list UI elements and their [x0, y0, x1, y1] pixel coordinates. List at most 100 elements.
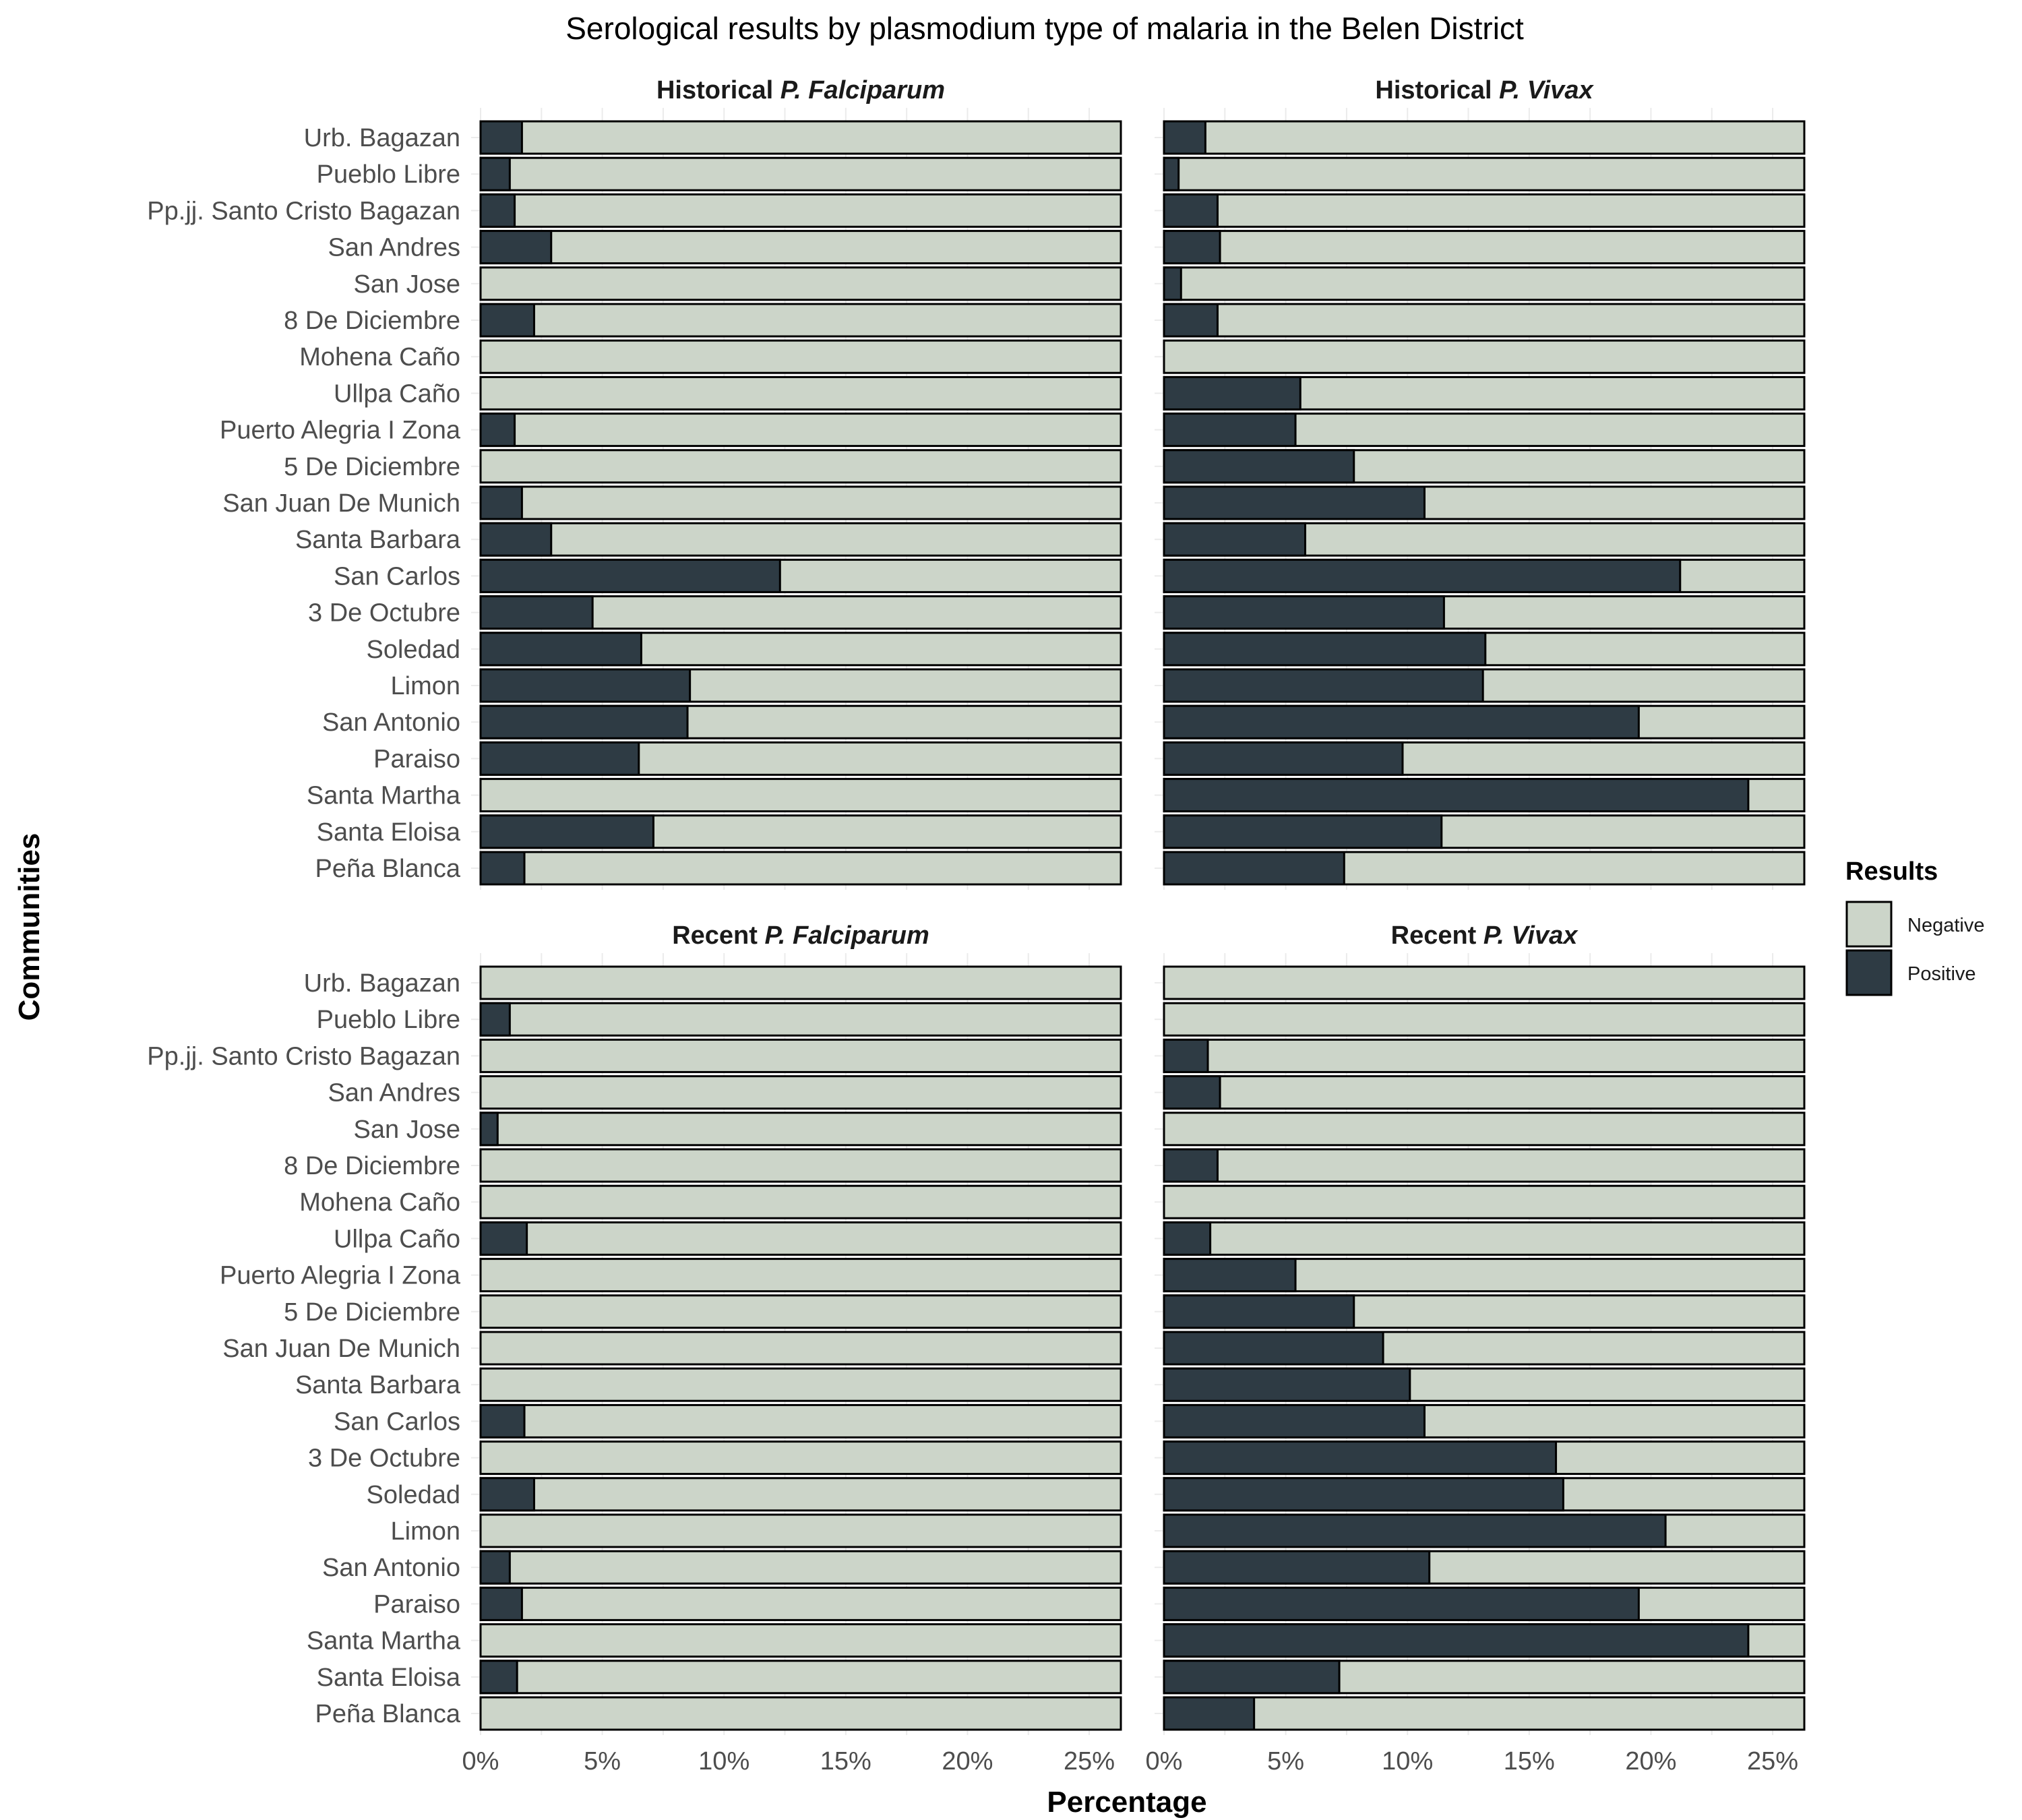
bar-negative: [479, 485, 1122, 520]
y-tick-label: Peña Blanca: [315, 1700, 461, 1728]
bar-positive: [1163, 632, 1487, 667]
bar-positive: [1163, 120, 1206, 155]
panel-title-species: P. Falciparum: [780, 76, 945, 104]
bar-negative: [1163, 1184, 1806, 1219]
panel-0: Historical P. Falciparum Urb. Bagazan Pueb…: [147, 76, 1122, 890]
legend-swatch-negative: [1845, 901, 1893, 948]
bar-positive: [479, 522, 553, 557]
bar-positive: [479, 814, 654, 849]
y-tick-label: Puerto Alegria I Zona: [220, 417, 461, 445]
panel-title: Historical P. Falciparum: [656, 76, 945, 104]
bar-positive: [479, 1403, 526, 1438]
x-tick-label: 25%: [1747, 1747, 1798, 1776]
bar-negative: [479, 965, 1122, 1000]
bar-positive: [479, 1550, 511, 1585]
panel-title-species: P. Vivax: [1499, 76, 1594, 104]
y-tick-label: Limon: [391, 672, 461, 700]
bar-positive: [1163, 1367, 1411, 1402]
y-tick-label: Ullpa Caño: [334, 380, 460, 408]
panel-title-prefix: Historical: [656, 76, 780, 104]
bar-negative: [479, 193, 1122, 228]
facet-panels: Historical P. Falciparum Urb. Bagazan Pueb…: [147, 76, 1806, 1776]
bar-positive: [479, 413, 516, 448]
y-tick-label: Puerto Alegria I Zona: [220, 1262, 461, 1290]
x-tick-label: 5%: [1267, 1747, 1304, 1776]
bar-positive: [479, 558, 781, 593]
y-tick-label: San Antonio: [322, 708, 460, 737]
bar-negative: [1163, 303, 1806, 338]
bar-negative: [479, 339, 1122, 374]
bar-positive: [1163, 1513, 1667, 1548]
bar-negative: [1163, 120, 1806, 155]
y-tick-label: Santa Eloisa: [317, 1664, 461, 1692]
y-tick-label: San Juan De Munich: [222, 489, 460, 518]
bar-negative: [479, 375, 1122, 411]
bar-positive: [479, 668, 692, 703]
legend-title: Results: [1845, 857, 1938, 886]
y-tick-label: Soledad: [367, 636, 460, 664]
y-tick-label: Santa Eloisa: [317, 818, 461, 847]
y-tick-label: Santa Barbara: [295, 1371, 461, 1399]
bar-positive: [1163, 230, 1221, 265]
y-tick-label: San Carlos: [334, 1407, 460, 1436]
bar-positive: [1163, 1075, 1221, 1110]
y-tick-label: 3 De Octubre: [308, 1445, 460, 1473]
bar-negative: [1163, 156, 1806, 191]
bar-positive: [1163, 1660, 1341, 1695]
bar-negative: [479, 1367, 1122, 1402]
y-tick-label: Pp.jj. Santo Cristo Bagazan: [147, 1042, 460, 1070]
bar-positive: [479, 1112, 499, 1147]
y-tick-label: 8 De Diciembre: [284, 1152, 460, 1180]
bar-positive: [1163, 303, 1219, 338]
y-tick-label: San Antonio: [322, 1554, 460, 1582]
y-tick-label: Paraiso: [373, 1590, 460, 1618]
bar-negative: [479, 120, 1122, 155]
x-tick-label: 20%: [1625, 1747, 1676, 1776]
bar-positive: [479, 120, 523, 155]
y-tick-label: Soledad: [367, 1481, 460, 1509]
chart-title: Serological results by plasmodium type o…: [565, 11, 1524, 46]
bar-positive: [1163, 1038, 1209, 1073]
bar-negative: [479, 1258, 1122, 1293]
bar-negative: [479, 1477, 1122, 1512]
x-tick-label: 5%: [584, 1747, 621, 1776]
y-tick-label: Ullpa Caño: [334, 1225, 460, 1253]
panel-title-prefix: Historical: [1375, 76, 1499, 104]
bar-positive: [1163, 193, 1219, 228]
bar-positive: [1163, 449, 1355, 484]
bar-negative: [479, 1002, 1122, 1037]
y-tick-label: 8 De Diciembre: [284, 307, 460, 335]
y-axis-title: Communities: [13, 833, 46, 1021]
bar-positive: [479, 1660, 518, 1695]
y-tick-label: 5 De Diciembre: [284, 1298, 460, 1327]
panel-title: Historical P. Vivax: [1375, 76, 1594, 104]
bar-positive: [479, 1586, 523, 1621]
y-tick-label: Mohena Caño: [299, 1188, 460, 1217]
bar-positive: [479, 156, 511, 191]
bar-negative: [479, 1038, 1122, 1073]
y-tick-label: San Carlos: [334, 562, 460, 590]
bar-positive: [1163, 1550, 1431, 1585]
y-tick-label: Pueblo Libre: [317, 1006, 460, 1034]
legend-label-positive: Positive: [1907, 963, 1976, 985]
bar-negative: [1163, 1112, 1806, 1147]
bar-negative: [479, 1550, 1122, 1585]
bar-negative: [1163, 1148, 1806, 1183]
panel-1: Historical P. Vivax: [1155, 76, 1806, 890]
bar-negative: [479, 1331, 1122, 1366]
y-tick-label: San Andres: [328, 234, 460, 262]
y-tick-label: San Andres: [328, 1079, 460, 1108]
bar-positive: [1163, 1294, 1355, 1329]
bar-positive: [479, 632, 642, 667]
bar-negative: [479, 1623, 1122, 1658]
bar-negative: [1163, 1075, 1806, 1110]
bar-positive: [1163, 1221, 1212, 1256]
x-tick-label: 15%: [820, 1747, 871, 1776]
bar-negative: [1163, 230, 1806, 265]
bar-negative: [479, 1112, 1122, 1147]
bar-negative: [479, 1696, 1122, 1731]
y-tick-label: 3 De Octubre: [308, 599, 460, 628]
bar-positive: [1163, 1258, 1297, 1293]
y-tick-label: Limon: [391, 1517, 461, 1546]
